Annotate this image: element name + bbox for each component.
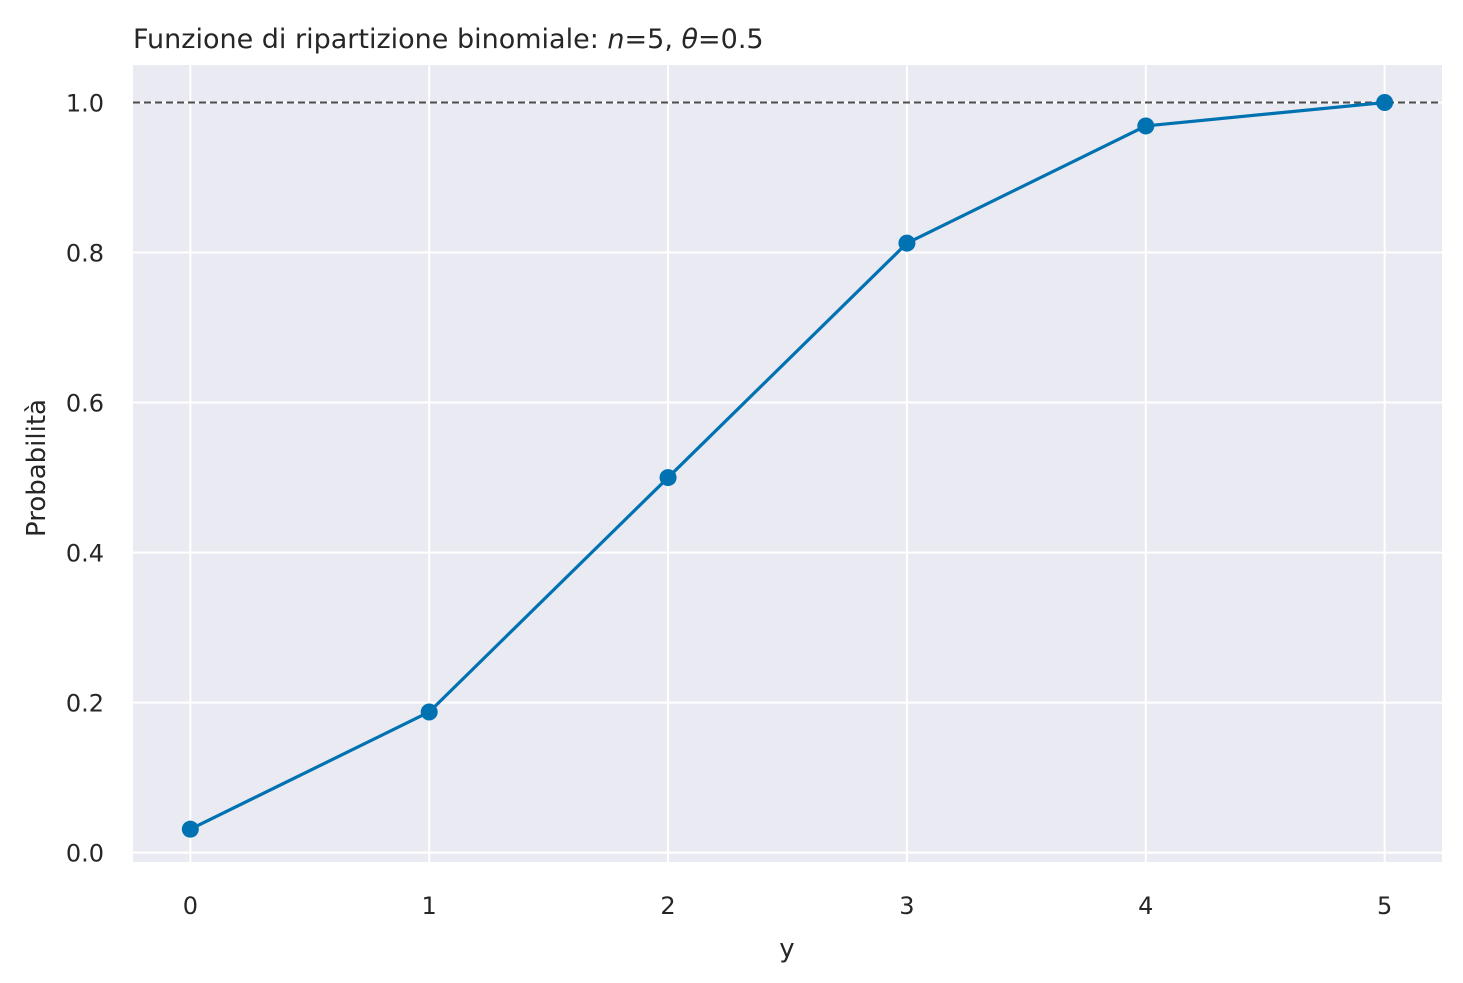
grid-lines <box>133 65 1442 862</box>
data-point <box>1137 117 1155 135</box>
data-point <box>181 820 199 838</box>
y-tick-label: 1.0 <box>66 90 104 118</box>
chart-title-n-symbol: n <box>607 24 624 55</box>
x-axis-label: y <box>779 934 794 964</box>
series-line <box>189 100 1385 831</box>
x-tick-label: 0 <box>183 892 198 920</box>
y-axis-label: Probabilità <box>22 399 52 537</box>
data-point <box>659 469 677 487</box>
y-tick-label: 0.6 <box>66 390 104 418</box>
x-tick-label: 5 <box>1377 892 1392 920</box>
plot-background <box>133 65 1442 862</box>
chart-title-prefix: Funzione di ripartizione binomiale: <box>133 24 607 55</box>
data-point <box>420 703 438 721</box>
x-tick-labels: 0 1 2 3 4 5 <box>183 892 1393 920</box>
data-point <box>1376 94 1394 112</box>
y-tick-label: 0.2 <box>66 690 104 718</box>
chart-title-theta-symbol: θ <box>681 24 698 55</box>
chart-title: Funzione di ripartizione binomiale: n=5,… <box>133 24 764 55</box>
y-tick-label: 0.8 <box>66 240 104 268</box>
x-tick-label: 3 <box>899 892 914 920</box>
series-layer <box>181 94 1394 838</box>
chart-title-n-value: =5, <box>625 24 682 55</box>
chart-title-theta-value: =0.5 <box>698 24 764 55</box>
x-tick-label: 4 <box>1138 892 1153 920</box>
y-tick-label: 0.0 <box>66 840 104 868</box>
x-tick-label: 2 <box>660 892 675 920</box>
y-tick-labels: 0.0 0.2 0.4 0.6 0.8 1.0 <box>66 90 104 868</box>
x-tick-label: 1 <box>422 892 437 920</box>
data-point <box>898 234 916 252</box>
y-tick-label: 0.4 <box>66 540 104 568</box>
